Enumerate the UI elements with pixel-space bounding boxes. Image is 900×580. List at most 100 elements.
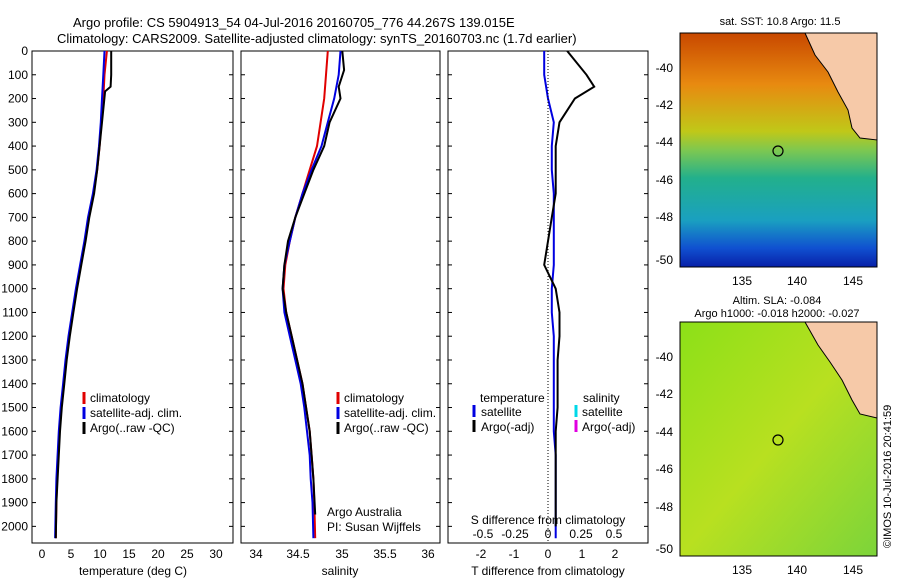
legend-label: Argo(..raw -QC) <box>344 421 429 435</box>
legend-title-salinity: salinity <box>583 391 620 405</box>
series-line-argo-raw-qc- <box>54 51 113 539</box>
series-line-argo-adj- <box>543 50 596 527</box>
tick-label: -48 <box>656 210 674 224</box>
series-line-climatology <box>54 50 108 539</box>
sla-map-title1: Altim. SLA: -0.084 <box>733 295 822 307</box>
tick-label: 25 <box>180 547 194 561</box>
salinity-panel-frame <box>240 50 441 544</box>
tick-label: 0.25 <box>569 527 593 541</box>
tick-label: 35.5 <box>373 547 397 561</box>
salinity-legend: climatology satellite-adj. clim. Argo(..… <box>336 391 436 435</box>
difference-legend: temperature salinity satellite Argo(-adj… <box>472 391 635 434</box>
series-line-climatology <box>282 50 329 539</box>
depth-tick-label: 0 <box>21 44 28 58</box>
legend-label: Argo(-adj) <box>582 420 635 434</box>
tick-marks <box>32 50 648 527</box>
institution-note: Argo Australia <box>327 505 402 519</box>
difference-series <box>543 50 596 539</box>
tick-label: 145 <box>843 274 863 288</box>
argo-location-marker <box>772 434 784 446</box>
tick-label: 36 <box>421 547 435 561</box>
depth-tick-label: 400 <box>8 139 28 153</box>
tick-label: 1 <box>579 547 586 561</box>
tick-label: -42 <box>656 387 674 401</box>
tick-label: 135 <box>732 274 752 288</box>
tick-label: 135 <box>732 563 752 577</box>
sst-map-xticks: 135 140 145 <box>732 274 863 288</box>
s-difference-ticks: -0.5 -0.25 0 0.25 0.5 <box>473 527 623 541</box>
salinity-xlabel: salinity <box>322 564 359 578</box>
legend-label: satellite <box>582 405 623 419</box>
difference-xlabel: T difference from climatology <box>471 564 625 578</box>
tick-label: -44 <box>656 425 674 439</box>
depth-tick-label: 300 <box>8 115 28 129</box>
legend-label: satellite-adj. clim. <box>90 406 182 420</box>
depth-tick-label: 1900 <box>1 496 28 510</box>
legend-label: Argo(..raw -QC) <box>90 421 175 435</box>
tick-label: -50 <box>656 253 674 267</box>
tick-label: -46 <box>656 462 674 476</box>
tick-label: 140 <box>787 563 807 577</box>
depth-tick-label: 1300 <box>1 353 28 367</box>
depth-tick-label: 1600 <box>1 424 28 438</box>
t-difference-ticks: -2 -1 0 1 2 <box>476 547 619 561</box>
series-line-argo-raw-qc- <box>281 50 346 515</box>
legend-label: satellite <box>481 405 522 419</box>
depth-tick-label: 100 <box>8 68 28 82</box>
depth-tick-label: 1400 <box>1 377 28 391</box>
tick-label: -40 <box>656 61 674 75</box>
tick-label: -2 <box>476 547 487 561</box>
tick-label: -1 <box>509 547 520 561</box>
salinity-series <box>281 50 346 539</box>
tick-label: 145 <box>843 563 863 577</box>
tick-label: 2 <box>612 547 619 561</box>
temperature-series <box>54 50 113 539</box>
depth-tick-label: 200 <box>8 92 28 106</box>
argo-location-marker <box>772 145 784 157</box>
salinity-xticks: 34 34.5 35 35.5 36 <box>249 547 435 561</box>
tick-label: 10 <box>93 547 107 561</box>
tick-label: -48 <box>656 500 674 514</box>
tick-label: 34.5 <box>286 547 310 561</box>
tick-label: 0 <box>545 547 552 561</box>
depth-axis: 0 100 200 300 400 500 600 700 800 900 1000 1100 1200… <box>1 44 28 533</box>
figure-title-line2: Climatology: CARS2009. Satellite-adjuste… <box>57 31 577 46</box>
tick-label: 140 <box>787 274 807 288</box>
temperature-panel-frame <box>31 50 234 544</box>
legend-label: satellite-adj. clim. <box>344 406 436 420</box>
sst-map-title: sat. SST: 10.8 Argo: 11.5 <box>720 16 841 28</box>
tick-label: 5 <box>68 547 75 561</box>
s-difference-label: S difference from climatology <box>471 513 626 527</box>
depth-tick-label: 900 <box>8 258 28 272</box>
depth-tick-label: 700 <box>8 210 28 224</box>
sst-map-yticks: -40 -42 -44 -46 -48 -50 <box>656 61 674 267</box>
sst-coastline <box>804 32 878 141</box>
depth-tick-label: 1800 <box>1 472 28 486</box>
series-line-satellite <box>543 51 557 539</box>
tick-label: 15 <box>122 547 136 561</box>
tick-label: 0 <box>39 547 46 561</box>
legend-label: Argo(-adj) <box>481 420 534 434</box>
tick-label: 30 <box>209 547 223 561</box>
sla-map-yticks: -40 -42 -44 -46 -48 -50 <box>656 350 674 556</box>
temperature-xticks: 0 5 10 15 20 25 30 <box>39 547 223 561</box>
tick-label: -40 <box>656 350 674 364</box>
depth-tick-label: 1500 <box>1 401 28 415</box>
depth-tick-label: 2000 <box>1 519 28 533</box>
depth-tick-label: 1700 <box>1 448 28 462</box>
depth-tick-label: 800 <box>8 234 28 248</box>
series-line-satellite-adj-clim- <box>54 50 106 539</box>
tick-label: -42 <box>656 98 674 112</box>
temperature-legend: climatology satellite-adj. clim. Argo(..… <box>82 391 182 435</box>
depth-tick-label: 600 <box>8 187 28 201</box>
tick-label: 0.5 <box>606 527 623 541</box>
tick-label: 20 <box>151 547 165 561</box>
depth-tick-label: 1200 <box>1 329 28 343</box>
tick-label: -44 <box>656 135 674 149</box>
figure-title-line1: Argo profile: CS 5904913_54 04-Jul-2016 … <box>73 15 515 30</box>
tick-label: 35 <box>335 547 349 561</box>
depth-tick-label: 1100 <box>2 305 28 319</box>
tick-label: -0.25 <box>501 527 529 541</box>
legend-title-temperature: temperature <box>480 391 545 405</box>
